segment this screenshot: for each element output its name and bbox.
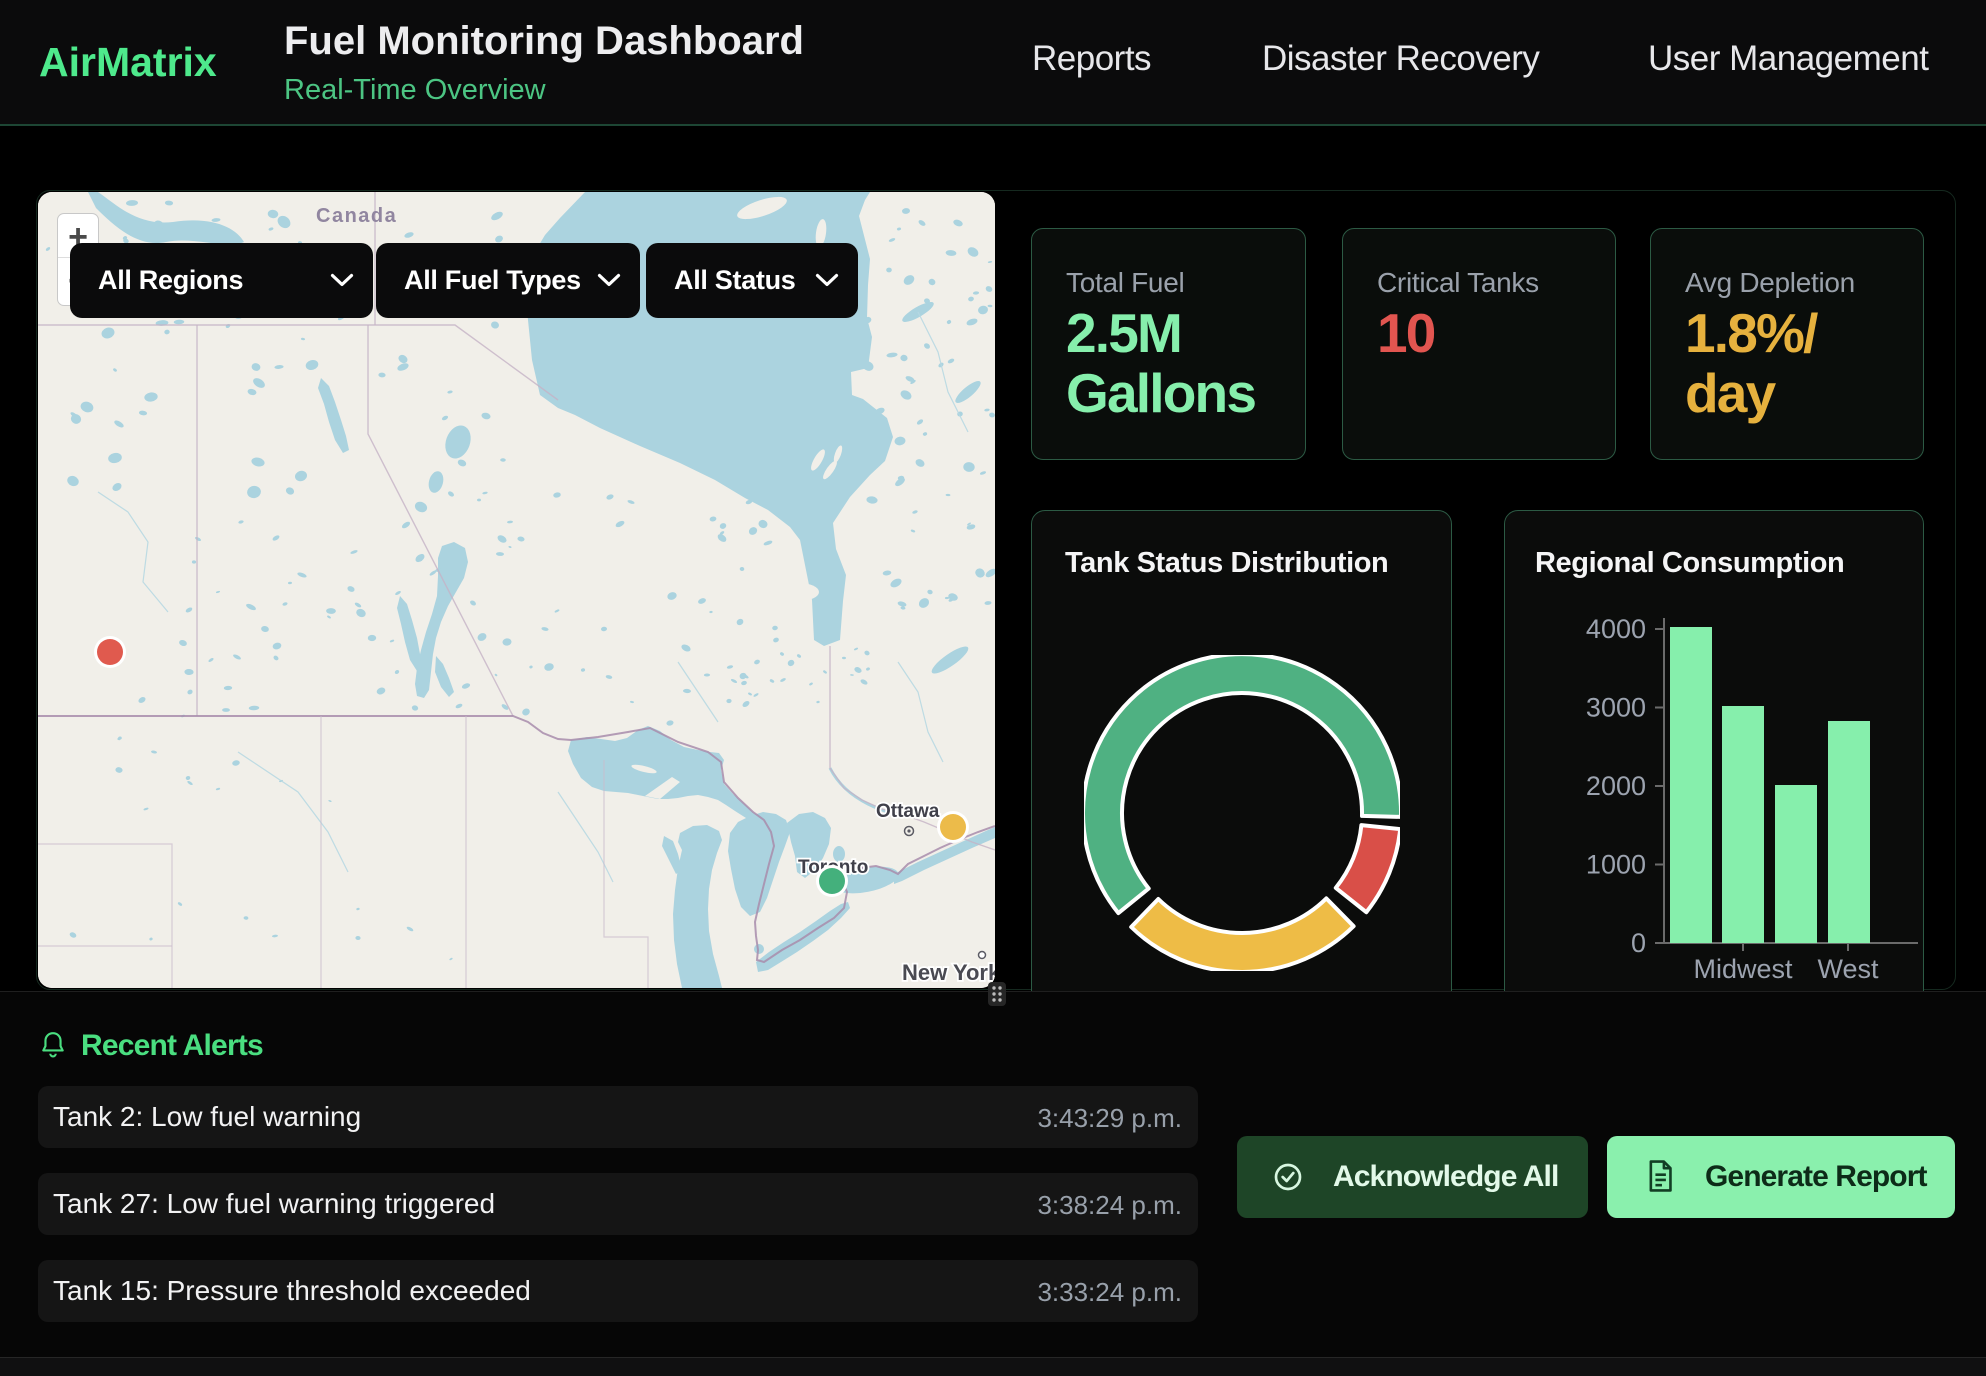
svg-text:1000: 1000 xyxy=(1586,850,1646,880)
svg-text:New York: New York xyxy=(902,960,995,985)
svg-text:West: West xyxy=(1817,954,1879,984)
svg-text:Canada: Canada xyxy=(316,205,397,227)
svg-text:Ottawa: Ottawa xyxy=(876,801,940,822)
svg-text:2000: 2000 xyxy=(1586,771,1646,801)
svg-text:Midwest: Midwest xyxy=(1693,954,1793,984)
svg-text:4000: 4000 xyxy=(1586,614,1646,644)
svg-text:0: 0 xyxy=(1631,928,1646,958)
svg-text:3000: 3000 xyxy=(1586,693,1646,723)
